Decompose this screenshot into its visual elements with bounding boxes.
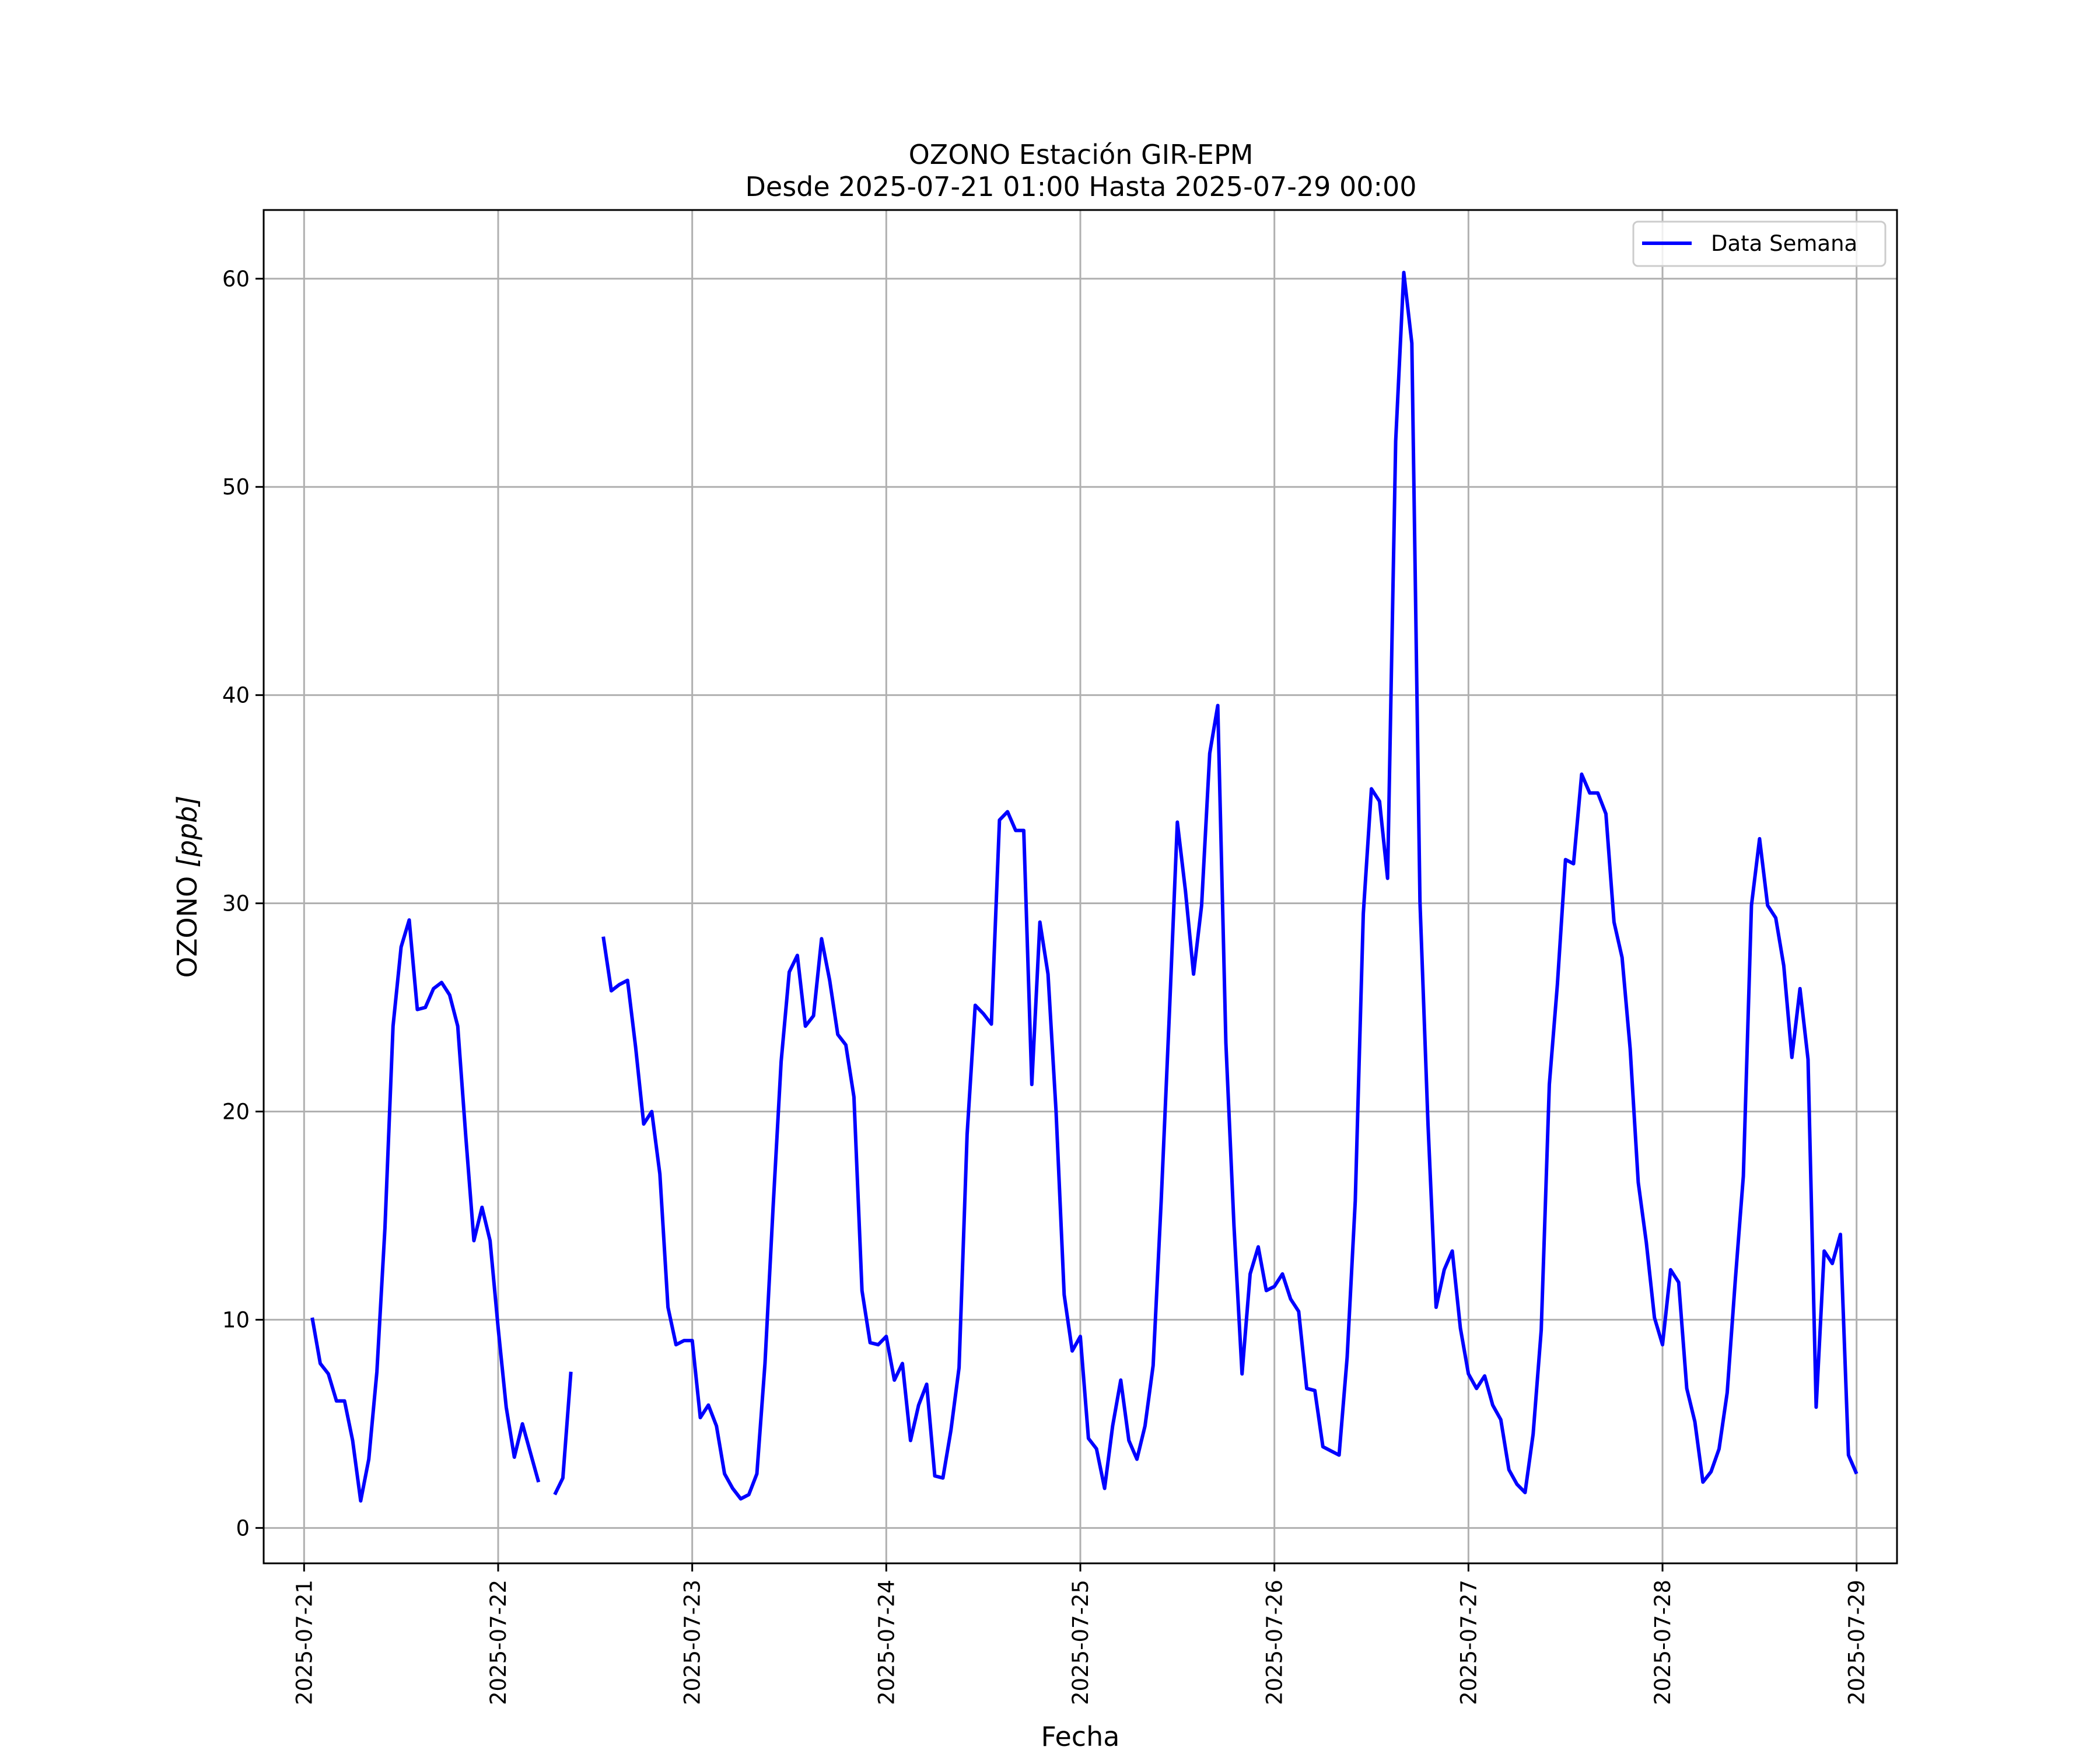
series-line-segment bbox=[601, 271, 1859, 1501]
x-axis-label: Fecha bbox=[1041, 1721, 1120, 1750]
y-tick-label: 0 bbox=[236, 1516, 250, 1541]
x-tick-label: 2025-07-29 bbox=[1845, 1580, 1870, 1705]
x-tick-label: 2025-07-25 bbox=[1068, 1580, 1093, 1705]
x-tick-label: 2025-07-28 bbox=[1650, 1580, 1675, 1705]
y-tick-label: 50 bbox=[222, 475, 250, 500]
x-tick-label: 2025-07-27 bbox=[1456, 1580, 1481, 1705]
y-axis-label-unit: [ppb] bbox=[172, 796, 203, 868]
y-tick-label: 40 bbox=[222, 683, 250, 708]
series-layer bbox=[310, 271, 1859, 1503]
x-tick-label: 2025-07-21 bbox=[292, 1580, 317, 1705]
y-tick-label: 10 bbox=[222, 1307, 250, 1332]
grid bbox=[264, 210, 1897, 1563]
series-line-segment bbox=[310, 918, 541, 1503]
y-axis-label: OZONO [ppb] bbox=[172, 796, 203, 978]
y-tick-label: 60 bbox=[222, 267, 250, 292]
x-tick-label: 2025-07-26 bbox=[1262, 1580, 1287, 1705]
chart-title: OZONO Estación GIR-EPM bbox=[909, 139, 1254, 170]
axis-ticks: 2025-07-21 2025-07-22 2025-07-23 2025-07-24… bbox=[222, 267, 1870, 1705]
x-tick-label: 2025-07-24 bbox=[874, 1580, 899, 1705]
x-tick-label: 2025-07-22 bbox=[486, 1580, 511, 1705]
chart-subtitle: Desde 2025-07-21 01:00 Hasta 2025-07-29 … bbox=[745, 171, 1416, 202]
series-line-segment bbox=[553, 1371, 573, 1496]
legend: Data Semana bbox=[1632, 220, 1887, 267]
legend-label: Data Semana bbox=[1711, 231, 1857, 256]
y-tick-label: 20 bbox=[222, 1099, 250, 1124]
y-tick-label: 30 bbox=[222, 891, 250, 916]
y-axis-label-text: OZONO bbox=[172, 876, 203, 978]
legend-box bbox=[1632, 220, 1887, 267]
x-tick-label: 2025-07-23 bbox=[680, 1580, 705, 1705]
